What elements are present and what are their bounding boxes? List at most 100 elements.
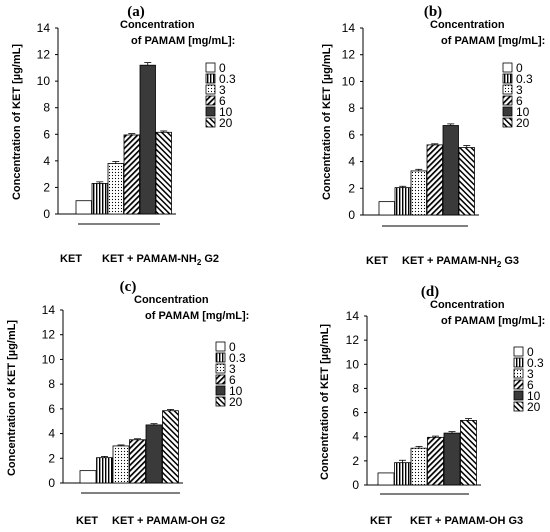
bar-0 (377, 472, 395, 486)
legend-entry-3: 3 (527, 367, 534, 381)
legend-title-line1: Concentration (430, 19, 505, 31)
legend-title-line1: Concentration (430, 299, 505, 311)
y-tick-label: 12 (42, 328, 56, 342)
legend-swatch-0 (205, 62, 216, 73)
legend-swatch-6 (215, 374, 226, 385)
bar-0.3 (394, 462, 411, 486)
y-tick-label: 0 (43, 207, 50, 221)
legend-entry-20: 20 (219, 116, 233, 130)
legend-entry-6: 6 (527, 378, 534, 392)
legend-title-line2: of PAMAM [mg/mL]: (441, 315, 545, 327)
legend-swatch-3 (215, 363, 226, 374)
legend-entry-10: 10 (229, 384, 243, 398)
y-tick-label: 2 (48, 451, 55, 465)
group-label-ket: KET (370, 515, 392, 527)
y-tick-label: 0 (352, 478, 359, 492)
legend-entry-3: 3 (229, 362, 236, 376)
legend-swatch-0.3 (513, 357, 524, 368)
group-label-ket: KET (60, 253, 82, 265)
legend-swatch-0 (502, 62, 513, 73)
y-tick-label: 2 (43, 180, 50, 194)
panel-label: (b) (424, 4, 442, 20)
y-tick-label: 8 (352, 381, 359, 395)
y-tick-label: 4 (48, 427, 55, 441)
legend-swatch-0.3 (205, 73, 216, 84)
y-tick-label: 2 (352, 454, 359, 468)
y-axis-label: Concentration of KET [µg/mL] (6, 320, 18, 476)
bar-0 (378, 201, 395, 216)
legend-swatch-10 (215, 385, 226, 396)
y-axis-label: Concentration of KET [µg/mL] (11, 44, 23, 200)
legend-entry-6: 6 (229, 373, 236, 387)
legend-entry-0: 0 (516, 61, 523, 75)
legend-entry-10: 10 (527, 389, 541, 403)
bar-6 (129, 439, 146, 484)
legend-swatch-20 (205, 117, 216, 128)
bar-20 (162, 410, 179, 484)
bar-20 (460, 420, 477, 486)
group-label-ket: KET (366, 255, 388, 267)
legend-entry-0: 0 (229, 340, 236, 354)
y-tick-label: 2 (348, 181, 355, 195)
y-tick-label: 10 (342, 74, 356, 88)
legend-swatch-20 (502, 117, 513, 128)
y-tick-label: 6 (352, 406, 359, 420)
legend-swatch-0 (215, 341, 226, 352)
bar-0.3 (96, 457, 113, 484)
legend-entry-0: 0 (219, 61, 226, 75)
legend-entry-0.3: 0.3 (516, 72, 533, 86)
legend-swatch-6 (205, 95, 216, 106)
panel-d: (d)Concentration of PAMAM [mg/mL]: 0 2 4 6 8 10… (319, 284, 545, 527)
legend-swatch-0.3 (502, 73, 513, 84)
bar-10 (443, 432, 461, 486)
y-tick-label: 4 (43, 154, 50, 168)
legend-entry-6: 6 (516, 94, 523, 108)
legend-swatch-3 (513, 368, 524, 379)
y-tick-label: 12 (342, 48, 356, 62)
y-tick-label: 8 (348, 101, 355, 115)
bar-0 (75, 200, 92, 215)
legend-title-line1: Concentration (120, 19, 195, 31)
panel-c: (c)Concentration of PAMAM [mg/mL]: 0 2 4 6 8 10… (6, 279, 249, 527)
legend-entry-6: 6 (219, 94, 226, 108)
y-tick-label: 4 (352, 430, 359, 444)
legend-entry-10: 10 (516, 105, 530, 119)
group-label-ket: KET (76, 515, 98, 527)
y-tick-label: 0 (348, 208, 355, 222)
y-tick-label: 14 (42, 303, 56, 317)
y-tick-label: 14 (342, 21, 356, 35)
bar-6 (427, 436, 444, 486)
y-tick-label: 10 (346, 357, 360, 371)
y-tick-label: 14 (37, 21, 51, 35)
legend-title-line2: of PAMAM [mg/mL]: (441, 35, 545, 47)
legend-title-line2: of PAMAM [mg/mL]: (131, 35, 235, 47)
legend-swatch-3 (502, 84, 513, 95)
legend-swatch-10 (205, 106, 216, 117)
legend-swatch-10 (502, 106, 513, 117)
panel-b: (b)Concentration of PAMAM [mg/mL]: 0 2 4 6 8 10… (321, 4, 545, 269)
group-label-pamam: KET + PAMAM-OH G2 (112, 515, 225, 527)
panel-label: (a) (127, 4, 145, 20)
legend-entry-3: 3 (219, 83, 226, 97)
group-label-pamam: KET + PAMAM-OH G3 (410, 515, 523, 527)
y-axis-label: Concentration of KET [µg/mL] (319, 324, 331, 480)
legend-entry-0.3: 0.3 (527, 356, 544, 370)
bar-6 (426, 144, 443, 216)
legend-entry-0: 0 (527, 345, 534, 359)
legend-entry-20: 20 (229, 395, 243, 409)
legend-swatch-6 (502, 95, 513, 106)
legend-entry-3: 3 (516, 83, 523, 97)
legend-swatch-0.3 (215, 352, 226, 363)
legend-swatch-10 (513, 390, 524, 401)
legend-entry-0.3: 0.3 (229, 351, 246, 365)
bar-0.3 (91, 183, 108, 215)
y-axis-label: Concentration of KET [µg/mL] (321, 44, 333, 200)
y-tick-label: 10 (42, 352, 56, 366)
legend-entry-20: 20 (516, 116, 530, 130)
bar-0 (79, 470, 97, 484)
bar-0.3 (394, 187, 411, 216)
y-tick-label: 8 (43, 101, 50, 115)
legend-swatch-20 (215, 396, 226, 407)
bar-10 (139, 64, 156, 215)
